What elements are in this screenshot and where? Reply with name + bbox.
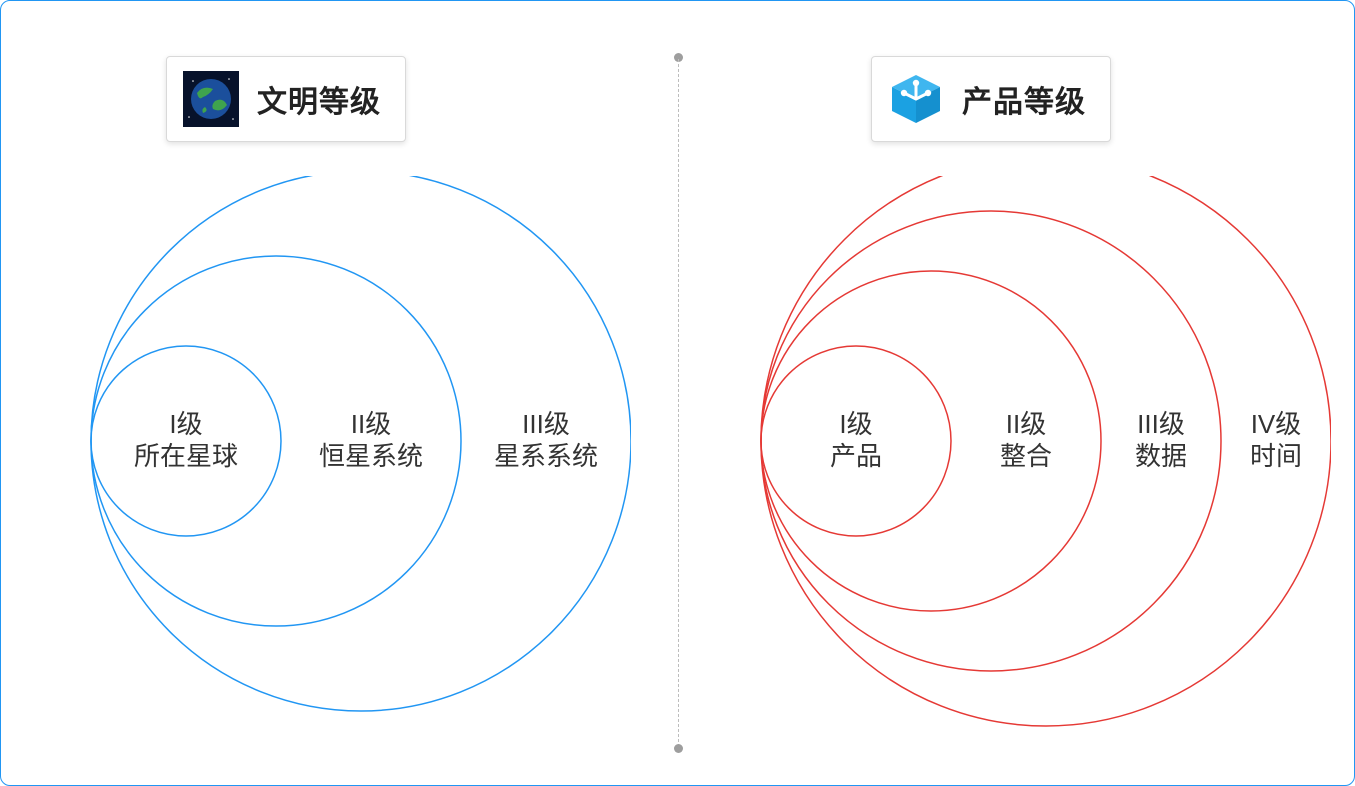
product-desc-label-4: 时间 [1250, 441, 1302, 471]
civilization-desc-label-1: 所在星球 [134, 441, 238, 471]
product-level-label-1: I级 [839, 409, 872, 439]
product-level-label-2: II级 [1006, 409, 1046, 439]
left-header-card: 文明等级 [166, 56, 406, 142]
product-desc-label-3: 数据 [1135, 441, 1187, 471]
product-level-label-4: IV级 [1251, 409, 1302, 439]
left-nested-circles: I级所在星球 II级恒星系统 III级星系系统 [61, 176, 631, 746]
left-header-title: 文明等级 [257, 77, 381, 121]
center-divider [678, 53, 679, 753]
civilization-level-label-1: I级 [169, 409, 202, 439]
comparison-frame: 文明等级 产品等级 I级所在星球II级恒星系统III级星系系统 I级产品II级整… [0, 0, 1355, 786]
civilization-level-label-3: III级 [522, 409, 570, 439]
civilization-level-label-2: II级 [351, 409, 391, 439]
cube-icon [886, 69, 946, 129]
earth-icon [181, 69, 241, 129]
civilization-desc-label-3: 星系系统 [494, 441, 598, 471]
right-header-title: 产品等级 [962, 77, 1086, 121]
divider-dashed-line [678, 59, 679, 747]
right-header-card: 产品等级 [871, 56, 1111, 142]
product-desc-label-2: 整合 [1000, 441, 1052, 471]
civilization-desc-label-2: 恒星系统 [319, 441, 423, 471]
product-desc-label-1: 产品 [830, 441, 882, 471]
divider-dot-bottom [674, 744, 683, 753]
product-level-label-3: III级 [1137, 409, 1185, 439]
right-nested-circles: I级产品 II级整合 III级数据 IV级时间 [731, 176, 1331, 746]
